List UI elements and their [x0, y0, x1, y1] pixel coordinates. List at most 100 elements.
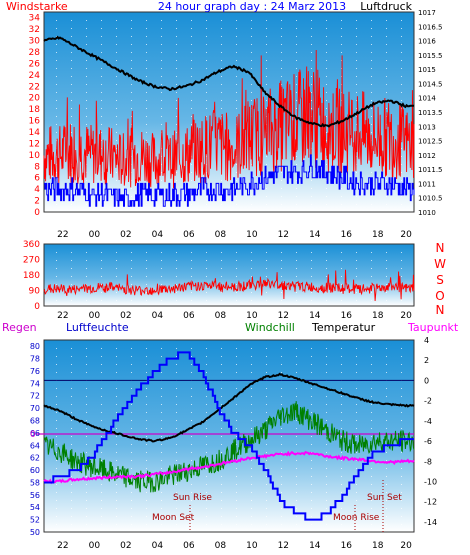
grid-dot — [326, 164, 327, 165]
grid-dot — [146, 524, 147, 525]
grid-dot — [71, 300, 72, 301]
grid-dot — [206, 68, 207, 69]
grid-dot — [296, 364, 297, 365]
grid-dot — [296, 52, 297, 53]
grid-dot — [386, 180, 387, 181]
grid-dot — [341, 300, 342, 301]
grid-dot — [251, 276, 252, 277]
grid-dot — [56, 508, 57, 509]
grid-dot — [401, 52, 402, 53]
grid-dot — [296, 164, 297, 165]
temperature-tick-label: -2 — [424, 397, 432, 406]
grid-dot — [371, 348, 372, 349]
grid-dot — [281, 300, 282, 301]
humidity-tick-label: 64 — [30, 441, 40, 450]
grid-dot — [371, 436, 372, 437]
grid-dot — [386, 60, 387, 61]
grid-dot — [131, 148, 132, 149]
grid-dot — [266, 492, 267, 493]
grid-dot — [386, 476, 387, 477]
grid-dot — [176, 68, 177, 69]
grid-dot — [56, 420, 57, 421]
grid-dot — [131, 172, 132, 173]
grid-dot — [221, 28, 222, 29]
y-left-tick-label: 20 — [29, 94, 41, 104]
temperature-tick-label: -6 — [424, 437, 432, 446]
grid-dot — [71, 124, 72, 125]
grid-dot — [296, 500, 297, 501]
grid-dot — [206, 516, 207, 517]
grid-dot — [161, 388, 162, 389]
grid-dot — [356, 300, 357, 301]
grid-dot — [86, 44, 87, 45]
grid-dot — [401, 148, 402, 149]
grid-dot — [311, 28, 312, 29]
grid-dot — [341, 508, 342, 509]
grid-dot — [251, 20, 252, 21]
grid-dot — [71, 428, 72, 429]
grid-dot — [236, 60, 237, 61]
grid-dot — [56, 484, 57, 485]
grid-dot — [161, 172, 162, 173]
grid-dot — [341, 468, 342, 469]
grid-dot — [296, 300, 297, 301]
grid-dot — [146, 444, 147, 445]
grid-dot — [176, 396, 177, 397]
grid-dot — [236, 292, 237, 293]
grid-dot — [176, 276, 177, 277]
grid-dot — [176, 172, 177, 173]
grid-dot — [221, 468, 222, 469]
grid-dot — [176, 52, 177, 53]
grid-dot — [146, 476, 147, 477]
grid-dot — [131, 276, 132, 277]
grid-dot — [386, 52, 387, 53]
grid-dot — [71, 60, 72, 61]
grid-dot — [266, 204, 267, 205]
grid-dot — [266, 196, 267, 197]
grid-dot — [371, 108, 372, 109]
grid-dot — [401, 300, 402, 301]
grid-dot — [101, 452, 102, 453]
grid-dot — [251, 92, 252, 93]
grid-dot — [371, 76, 372, 77]
label-windchill: Windchill — [245, 321, 295, 334]
grid-dot — [251, 412, 252, 413]
grid-dot — [176, 28, 177, 29]
grid-dot — [401, 364, 402, 365]
grid-dot — [86, 484, 87, 485]
grid-dot — [326, 516, 327, 517]
grid-dot — [101, 68, 102, 69]
grid-dot — [56, 460, 57, 461]
x-tick-label: 12 — [278, 230, 289, 240]
grid-dot — [341, 260, 342, 261]
grid-dot — [281, 28, 282, 29]
x-tick-label: 14 — [309, 230, 321, 240]
grid-dot — [251, 484, 252, 485]
grid-dot — [86, 284, 87, 285]
grid-dot — [296, 508, 297, 509]
grid-dot — [386, 284, 387, 285]
grid-dot — [236, 36, 237, 37]
x-tick-label: 06 — [183, 311, 195, 321]
grid-dot — [341, 372, 342, 373]
grid-dot — [266, 468, 267, 469]
grid-dot — [281, 436, 282, 437]
grid-dot — [146, 372, 147, 373]
grid-dot — [86, 348, 87, 349]
grid-dot — [56, 524, 57, 525]
grid-dot — [296, 268, 297, 269]
grid-dot — [371, 60, 372, 61]
y-right-tick-label: 1016 — [418, 38, 436, 46]
grid-dot — [176, 348, 177, 349]
grid-dot — [131, 44, 132, 45]
grid-dot — [311, 36, 312, 37]
grid-dot — [131, 420, 132, 421]
grid-dot — [131, 124, 132, 125]
y-left-tick-label: 30 — [29, 37, 41, 47]
grid-dot — [386, 396, 387, 397]
grid-dot — [266, 372, 267, 373]
grid-dot — [71, 196, 72, 197]
grid-dot — [401, 396, 402, 397]
y-right-tick-label: 1014.5 — [418, 80, 443, 88]
